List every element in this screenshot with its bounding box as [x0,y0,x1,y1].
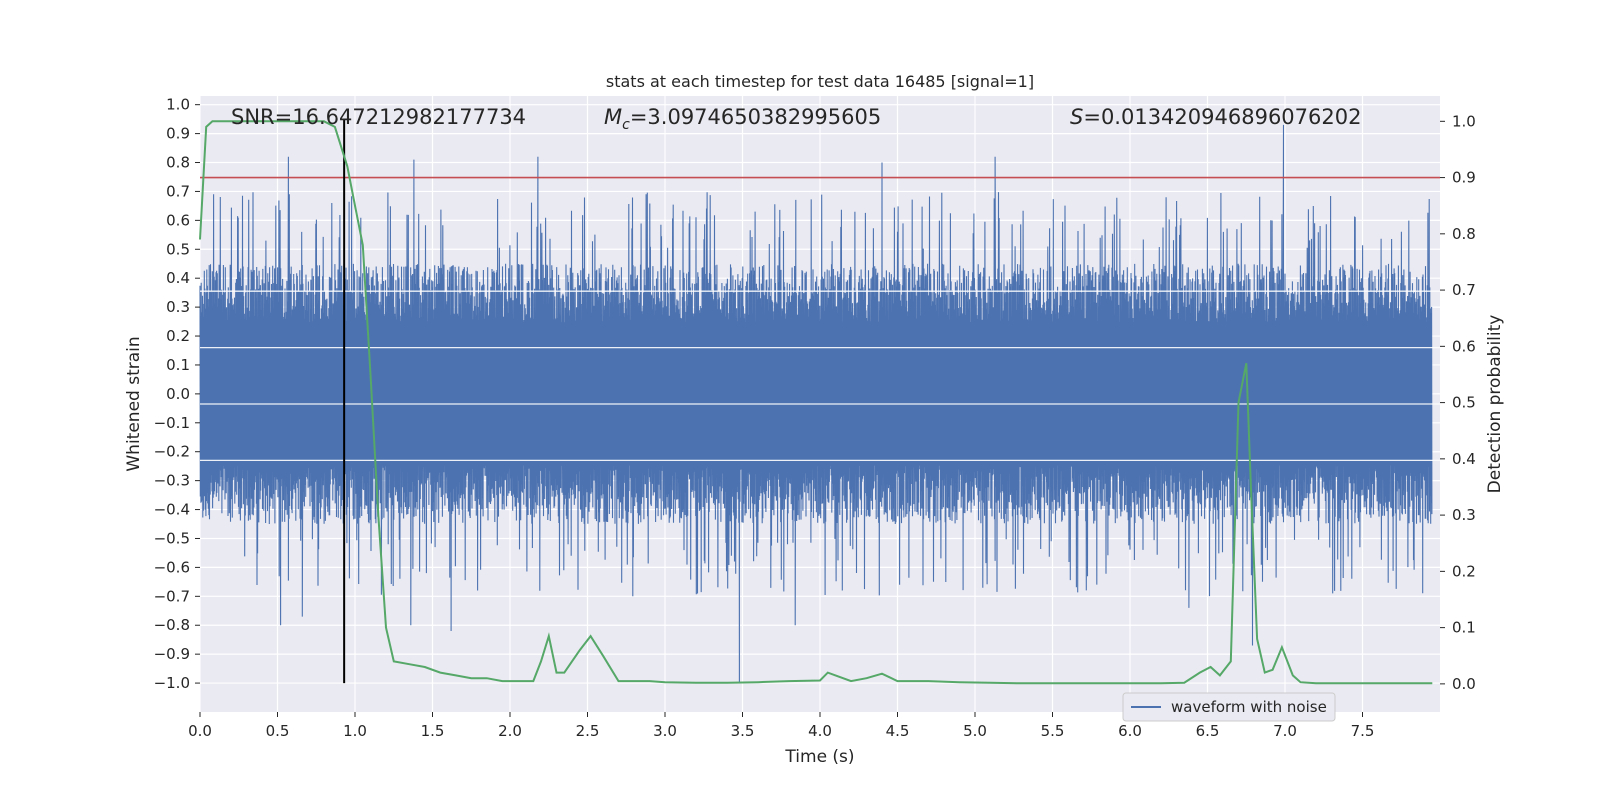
y-tick-label-left: 0.0 [166,385,190,403]
x-tick-label: 0.0 [188,722,212,740]
x-tick-label: 4.5 [886,722,910,740]
y-tick-label-right: 0.7 [1452,281,1476,299]
y-tick-label-left: 0.5 [166,240,190,258]
y-tick-label-left: 0.3 [166,298,190,316]
x-axis-label: Time (s) [784,747,854,767]
y-axis-label-right: Detection probability [1485,315,1505,494]
mc-subscript: c [622,117,630,133]
legend-box [1122,692,1336,722]
chart-title: stats at each timestep for test data 164… [606,72,1034,91]
x-tick-label: 3.0 [653,722,677,740]
y-tick-label-right: 0.5 [1452,394,1476,412]
y-tick-label-left: −0.3 [154,472,190,490]
mc-symbol: M [604,105,622,129]
y-tick-label-left: −1.0 [154,674,190,692]
y-axis-label-left: Whitened strain [124,336,144,471]
x-tick-label: 0.5 [266,722,290,740]
y-tick-label-left: 0.1 [166,356,190,374]
strain-series [199,124,1440,684]
x-tick-label: 3.5 [731,722,755,740]
y-tick-label-left: −0.6 [154,558,190,576]
y-tick-label-left: −0.8 [154,616,190,634]
x-tick-label: 2.0 [498,722,522,740]
y-tick-label-right: 0.1 [1452,619,1476,637]
y-tick-label-left: −0.2 [154,443,190,461]
mc-annotation: Mc=3.0974650382995605 [604,105,881,133]
x-tick-label: 4.0 [808,722,832,740]
x-tick-label: 6.5 [1196,722,1220,740]
y-tick-label-right: 0.2 [1452,562,1476,580]
x-tick-label: 5.0 [963,722,987,740]
y-tick-label-right: 0.8 [1452,225,1476,243]
y-tick-label-left: −0.7 [154,587,190,605]
s-annotation: S=0.013420946896076202 [1070,105,1361,129]
y-tick-label-left: −0.1 [154,414,190,432]
mc-value: =3.0974650382995605 [630,105,881,129]
y-tick-label-right: 0.4 [1452,450,1476,468]
snr-annotation: SNR=16.647212982177734 [231,105,526,129]
y-tick-label-left: −0.9 [154,645,190,663]
x-tick-labels: 0.0 0.5 1.0 1.5 2.0 2.5 3.0 3.5 4.0 4.5 5.0 5.5 6.0 6… [188,712,1374,740]
s-symbol: S [1070,105,1083,129]
x-tick-label: 2.5 [576,722,600,740]
y-tick-label-right: 0.9 [1452,169,1476,187]
y-tick-label-right: 1.0 [1452,112,1476,130]
probability-line [199,120,1433,685]
x-tick-label: 1.5 [421,722,445,740]
s-value: =0.013420946896076202 [1083,105,1361,129]
y-tick-label-left: 1.0 [166,96,190,114]
y-tick-label-right: 0.0 [1452,675,1476,693]
overlay-lines [199,119,1440,685]
y-tick-label-left: 0.8 [166,154,190,172]
left-y-tick-labels: 1.0 0.9 0.8 0.7 0.6 0.5 0.4 0.3 0.2 0.1 0.0 −0.1 −0.… [154,96,200,692]
y-tick-label-left: 0.2 [166,327,190,345]
y-tick-label-left: 0.4 [166,269,190,287]
legend: waveform with noise [1122,692,1336,722]
x-tick-label: 6.0 [1118,722,1142,740]
x-tick-label: 7.5 [1351,722,1375,740]
right-y-tick-labels: 1.0 0.9 0.8 0.7 0.6 0.5 0.4 0.3 0.2 0.1 0.0 [1440,112,1476,693]
legend-label: waveform with noise [1171,698,1327,716]
y-tick-label-left: −0.4 [154,501,190,519]
y-tick-label-left: 0.9 [166,125,190,143]
y-tick-label-left: −0.5 [154,529,190,547]
y-tick-label-left: 0.7 [166,182,190,200]
y-tick-label-left: 0.6 [166,211,190,229]
x-tick-label: 5.5 [1041,722,1065,740]
y-tick-label-right: 0.3 [1452,506,1476,524]
x-tick-label: 1.0 [343,722,367,740]
y-tick-label-right: 0.6 [1452,337,1476,355]
x-tick-label: 7.0 [1273,722,1297,740]
